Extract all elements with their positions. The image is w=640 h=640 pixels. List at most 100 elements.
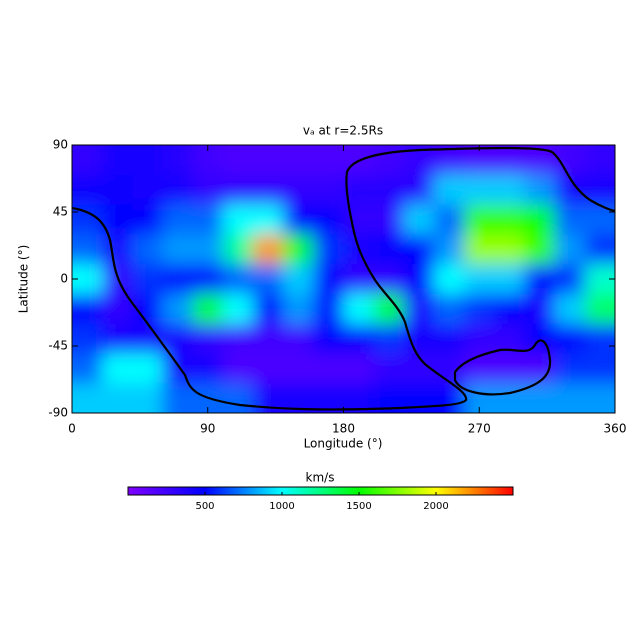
y-tick-label: 0 (60, 272, 68, 286)
heatmap-cell (464, 264, 495, 295)
x-tick-label: 0 (68, 422, 76, 436)
y-tick-label: -90 (48, 406, 68, 420)
heatmap-cell (102, 383, 133, 413)
heatmap (72, 145, 615, 413)
heatmap-cell (494, 293, 525, 325)
chart-title: vₐ at r=2.5Rs (303, 124, 383, 138)
heatmap-cell (464, 174, 495, 206)
heatmap-cell (253, 145, 284, 176)
heatmap-cell (313, 383, 344, 413)
heatmap-cell (403, 174, 435, 206)
heatmap-cell (192, 174, 224, 206)
heatmap-cell (343, 353, 375, 384)
heatmap-cell (162, 264, 194, 295)
heatmap-cell (403, 323, 435, 354)
heatmap-cell (373, 264, 405, 295)
heatmap-cell (222, 264, 254, 295)
heatmap-cell (253, 204, 284, 235)
heatmap-cell (192, 293, 224, 325)
heatmap-cell (283, 204, 314, 235)
heatmap-cell (403, 234, 435, 265)
heatmap-cell (313, 264, 344, 295)
heatmap-cell (132, 353, 163, 384)
x-tick-label: 90 (200, 422, 215, 436)
heatmap-cell (554, 293, 586, 325)
heatmap-cell (253, 323, 284, 354)
heatmap-cell (132, 145, 163, 176)
heatmap-cell (102, 145, 133, 176)
heatmap-cell (554, 383, 586, 413)
heatmap-cell (584, 383, 615, 413)
heatmap-cell (434, 293, 465, 325)
heatmap-cell (373, 353, 405, 384)
heatmap-cell (373, 204, 405, 235)
heatmap-cell (313, 145, 344, 176)
heatmap-cell (403, 293, 435, 325)
heatmap-cell (162, 145, 194, 176)
heatmap-cell (222, 323, 254, 354)
heatmap-cell (524, 264, 556, 295)
heatmap-cell (584, 323, 615, 354)
heatmap-cell (132, 264, 163, 295)
heatmap-cell (313, 234, 344, 265)
heatmap-cell (162, 293, 194, 325)
heatmap-cell (554, 145, 586, 176)
heatmap-cell (434, 204, 465, 235)
heatmap-cell (554, 234, 586, 265)
heatmap-cell (162, 323, 194, 354)
heatmap-cell (253, 264, 284, 295)
colorbar-tick-label: 2000 (423, 501, 448, 512)
heatmap-cell (373, 145, 405, 176)
heatmap-cell (373, 234, 405, 265)
heatmap-cell (584, 234, 615, 265)
heatmap-cell (162, 174, 194, 206)
x-tick-label: 270 (468, 422, 491, 436)
heatmap-cell (72, 234, 103, 265)
heatmap-cell (222, 174, 254, 206)
heatmap-cell (343, 293, 375, 325)
heatmap-cell (132, 383, 163, 413)
heatmap-cell (554, 264, 586, 295)
heatmap-cell (72, 323, 103, 354)
heatmap-cell (72, 145, 103, 176)
y-tick-label: -45 (48, 339, 68, 353)
heatmap-cell (222, 234, 254, 265)
neutral-line (72, 146, 615, 411)
heatmap-cell (584, 145, 615, 176)
heatmap-cell (283, 293, 314, 325)
heatmap-cell (253, 174, 284, 206)
heatmap-cell (434, 323, 465, 354)
heatmap-cell (313, 293, 344, 325)
heatmap-cell (494, 264, 525, 295)
x-tick-label: 180 (332, 422, 355, 436)
heatmap-cell (464, 293, 495, 325)
heatmap-cell (494, 174, 525, 206)
heatmap-cell (72, 383, 103, 413)
heatmap-cell (132, 204, 163, 235)
heatmap-cell (192, 353, 224, 384)
colorbar-label: km/s (306, 471, 335, 485)
heatmap-cell (343, 204, 375, 235)
neutral-line-main (72, 146, 615, 411)
heatmap-cell (283, 145, 314, 176)
heatmap-cell (464, 204, 495, 235)
y-tick-label: 90 (53, 138, 68, 152)
heatmap-cell (162, 234, 194, 265)
heatmap-cell (102, 323, 133, 354)
x-tick-label: 360 (604, 422, 627, 436)
heatmap-cell (192, 264, 224, 295)
heatmap-cell (313, 323, 344, 354)
heatmap-cell (222, 353, 254, 384)
heatmap-cell (464, 353, 495, 384)
heatmap-cell (494, 145, 525, 176)
heatmap-cell (222, 145, 254, 176)
heatmap-cell (434, 383, 465, 413)
heatmap-cell (283, 264, 314, 295)
heatmap-cell (283, 353, 314, 384)
neutral-line-loop (453, 339, 552, 396)
heatmap-cell (222, 204, 254, 235)
heatmap-cell (524, 234, 556, 265)
y-axis-label: Latitude (°) (17, 245, 31, 314)
heatmap-cell (373, 323, 405, 354)
heatmap-cell (524, 293, 556, 325)
